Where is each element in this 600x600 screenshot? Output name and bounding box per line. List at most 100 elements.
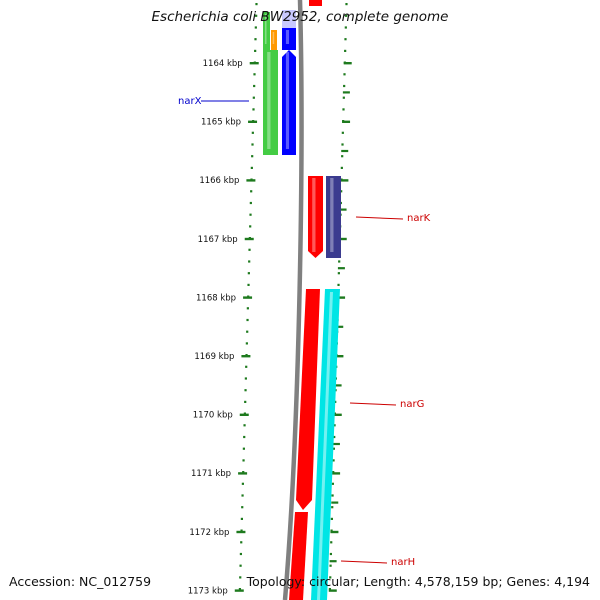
ruler-minor-tick-outer (341, 155, 344, 158)
feature-tracks (263, 0, 341, 600)
narX-feature (282, 50, 296, 155)
ruler-minor-tick (252, 96, 255, 99)
ruler-minor-tick-outer (329, 564, 332, 567)
ruler-minor-tick (244, 400, 247, 403)
green-feature-top (263, 12, 270, 50)
orange-feature (271, 30, 277, 50)
ruler-minor-tick-outer (332, 459, 335, 462)
ruler-tick-label: 1167 kbp (198, 235, 238, 245)
ruler-minor-tick (240, 529, 243, 532)
ruler-minor-tick (243, 435, 246, 439)
ruler-minor-tick (240, 517, 244, 520)
ruler-minor-tick-outer (332, 471, 335, 474)
ruler-minor-tick-outer (337, 272, 340, 275)
genome-backbone (282, 0, 304, 600)
ruler-minor-tick-outer (343, 73, 346, 76)
ruler-major-tick-outer (342, 120, 351, 123)
navy-feature-highlight (330, 178, 334, 252)
ruler-minor-tick (249, 213, 252, 216)
ruler-half-tick (339, 208, 347, 211)
map-title: Escherichia coli BW2952, complete genome (151, 9, 449, 25)
ruler-minor-tick (249, 201, 252, 205)
ruler-minor-tick-outer (331, 506, 334, 509)
blue-feature-faded (282, 10, 296, 28)
ruler-minor-tick-outer (329, 576, 332, 579)
narH-feature (289, 512, 308, 600)
ruler-minor-tick (250, 190, 253, 193)
ruler-major-tick (241, 355, 251, 358)
red-feature-top (309, 0, 322, 6)
ruler-half-tick (331, 501, 339, 504)
ruler-minor-tick (246, 318, 249, 322)
ruler-minor-tick (245, 365, 248, 368)
ruler-minor-tick-outer (330, 541, 333, 544)
narK-feature-highlight (312, 178, 316, 252)
ruler-minor-tick-outer (340, 190, 343, 193)
ruler-minor-tick (254, 26, 257, 29)
ruler-major-tick (234, 589, 244, 592)
narK-feature (308, 176, 323, 258)
ruler-minor-tick (246, 307, 249, 310)
narH-label: narH (391, 557, 415, 568)
ruler-minor-tick (250, 166, 253, 169)
narK-leader (355, 216, 404, 220)
ruler-minor-tick-outer (344, 49, 347, 52)
narG-label: narG (400, 399, 424, 410)
ruler-major-tick (239, 413, 249, 416)
ruler-minor-tick (249, 225, 252, 228)
ruler-major-tick-outer (330, 530, 339, 534)
narX-feature-highlight (285, 52, 289, 149)
ruler-major-tick (236, 530, 246, 534)
ruler-minor-tick (255, 14, 258, 17)
ruler-half-tick (341, 149, 349, 153)
ruler-minor-tick-outer (329, 552, 333, 556)
ruler-major-tick (248, 120, 258, 123)
ruler-minor-tick-outer (330, 529, 333, 532)
green-feature-top-highlight (264, 14, 267, 44)
ruler-major-tick-outer (332, 472, 341, 475)
narG-feature (296, 289, 320, 510)
ruler-half-tick (329, 560, 337, 563)
ruler-major-tick-outer (333, 413, 342, 416)
ruler-minor-tick-outer (333, 435, 336, 439)
green-feature (263, 50, 278, 155)
ruler-tick-label: 1171 kbp (191, 469, 231, 479)
ruler-minor-tick (238, 588, 242, 591)
ruler-minor-tick (248, 260, 251, 263)
ruler-minor-tick (245, 342, 248, 345)
ruler-major-tick (238, 472, 248, 475)
ruler-major-tick (244, 237, 254, 241)
ruler-minor-tick (239, 552, 243, 556)
ruler-minor-tick-outer (331, 494, 334, 497)
ruler-tick-label: 1172 kbp (189, 528, 229, 538)
ruler-minor-tick (253, 73, 256, 76)
ruler-major-tick-outer (338, 237, 347, 241)
ruler-minor-tick (240, 541, 243, 544)
ruler-minor-tick (255, 3, 258, 6)
ruler-minor-tick-outer (332, 447, 335, 450)
ruler-minor-tick (247, 283, 250, 286)
narX-label: narX (178, 96, 202, 107)
ruler-major-tick-outer (335, 355, 344, 358)
ruler-minor-tick-outer (333, 424, 336, 427)
ruler-tick-label: 1170 kbp (193, 411, 233, 421)
ruler-minor-tick (242, 447, 245, 450)
ruler-major-tick (243, 296, 253, 299)
accession-text: Accession: NC_012759 (9, 574, 152, 589)
ruler-half-tick (337, 267, 345, 270)
ruler-tick-label: 1169 kbp (194, 352, 234, 362)
narH-leader (340, 560, 388, 564)
ruler-minor-tick-outer (337, 283, 340, 286)
ruler-minor-tick (254, 38, 257, 41)
ruler-minor-tick (239, 564, 242, 567)
green-feature-highlight (267, 52, 271, 149)
ruler-minor-tick (253, 84, 256, 88)
ruler-minor-tick-outer (345, 3, 348, 6)
ruler-tick-label: 1164 kbp (203, 59, 243, 69)
ruler-minor-tick-outer (338, 260, 341, 263)
ruler-minor-tick-outer (343, 84, 346, 88)
ruler-minor-tick-outer (328, 588, 332, 591)
ruler-minor-tick (254, 49, 257, 52)
ruler-tick-label: 1173 kbp (188, 586, 228, 596)
